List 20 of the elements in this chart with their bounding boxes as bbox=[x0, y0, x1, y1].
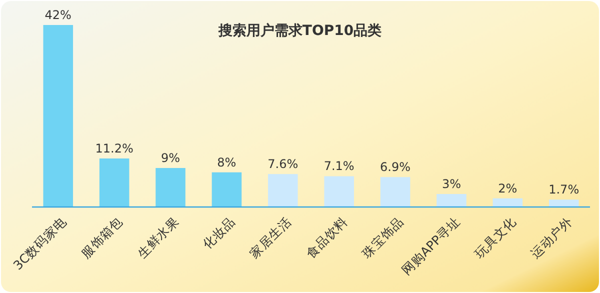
x-tick-label: 3C数码家电 bbox=[10, 214, 70, 273]
x-tick-label: 服饰箱包 bbox=[78, 214, 126, 261]
x-tick-label: 化妆品 bbox=[200, 214, 238, 252]
x-tick-label: 家居生活 bbox=[246, 214, 294, 261]
data-label: 9% bbox=[160, 151, 180, 165]
data-label: 7.6% bbox=[268, 157, 298, 172]
data-label: 3% bbox=[442, 177, 462, 191]
data-label: 1.7% bbox=[548, 182, 580, 197]
x-tick-label: 生鲜水果 bbox=[134, 214, 182, 261]
data-label: 42% bbox=[44, 8, 72, 22]
x-tick-label: 玩具文化 bbox=[472, 214, 519, 261]
data-label: 8% bbox=[217, 155, 236, 170]
data-label: 6.9% bbox=[380, 160, 411, 174]
data-label: 11.2% bbox=[95, 141, 134, 156]
data-label: 2% bbox=[498, 181, 518, 196]
x-tick-label: 珠宝饰品 bbox=[359, 214, 407, 261]
x-tick-label: 食品饮料 bbox=[302, 214, 350, 261]
data-label: 7.1% bbox=[324, 159, 354, 174]
x-tick-label: 运动户外 bbox=[528, 214, 576, 261]
chart-title: 搜索用户需求TOP10品类 bbox=[217, 22, 382, 39]
